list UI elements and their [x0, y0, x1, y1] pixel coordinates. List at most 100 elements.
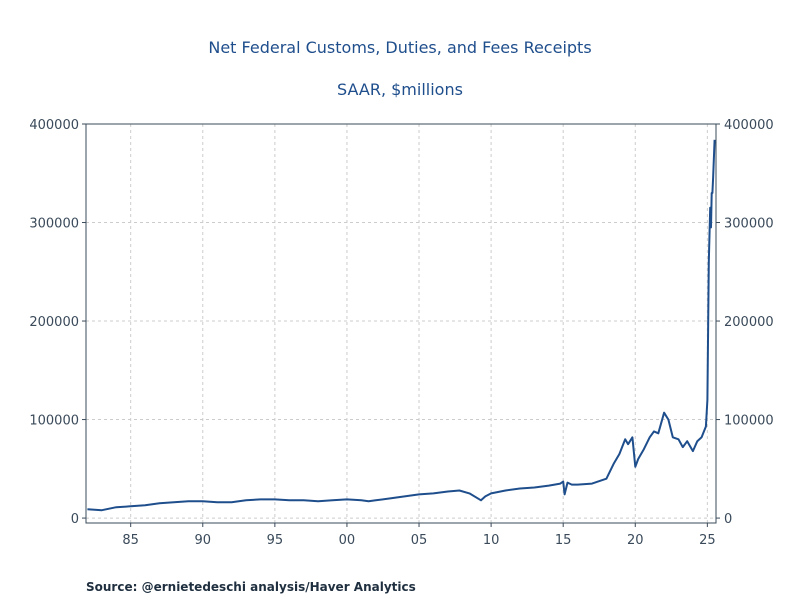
data-point [643, 448, 645, 450]
source-text: @ernietedeschi analysis/Haver Analytics [141, 580, 416, 594]
data-point [346, 498, 348, 500]
x-tick-label: 95 [267, 533, 284, 548]
data-point [144, 504, 146, 506]
data-point [202, 500, 204, 502]
data-point [562, 481, 564, 483]
data-point [259, 498, 261, 500]
data-point [288, 499, 290, 501]
data-point [332, 499, 334, 501]
data-point [711, 192, 713, 194]
data-point [490, 492, 492, 494]
source-label: Source: [86, 580, 138, 594]
x-tick-label: 85 [122, 533, 139, 548]
x-tick-label: 05 [411, 533, 428, 548]
data-point [86, 508, 88, 510]
data-point [591, 483, 593, 485]
data-point [368, 500, 370, 502]
data-point [714, 139, 716, 141]
source-note: Source: @ernietedeschi analysis/Haver An… [86, 580, 416, 594]
data-point [480, 499, 482, 501]
data-point [577, 484, 579, 486]
data-point [418, 493, 420, 495]
y-tick-label-left: 0 [71, 512, 79, 527]
x-tick-label: 15 [555, 533, 572, 548]
data-point [686, 440, 688, 442]
data-point [159, 502, 161, 504]
y-tick-label-right: 200000 [724, 315, 774, 330]
x-tick-label: 90 [195, 533, 212, 548]
data-point [505, 489, 507, 491]
data-point [274, 498, 276, 500]
y-tick-label-left: 400000 [29, 118, 79, 133]
data-point [375, 499, 377, 501]
data-point [663, 412, 665, 414]
grid-lines [86, 123, 716, 523]
data-point [130, 505, 132, 507]
data-point [187, 500, 189, 502]
data-point [447, 490, 449, 492]
data-point [682, 446, 684, 448]
data-point [653, 430, 655, 432]
y-tick-label-right: 300000 [724, 217, 774, 232]
data-point [634, 466, 636, 468]
chart-subtitle: SAAR, $millions [337, 80, 463, 99]
axis-ticks [82, 123, 720, 527]
data-point [303, 499, 305, 501]
data-point [548, 485, 550, 487]
data-point [605, 478, 607, 480]
data-point [709, 207, 711, 209]
data-point [533, 487, 535, 489]
data-point [404, 495, 406, 497]
data-point [317, 500, 319, 502]
data-point [627, 443, 629, 445]
x-tick-label: 20 [627, 533, 644, 548]
data-point [231, 501, 233, 503]
data-point [672, 436, 674, 438]
data-point [706, 399, 708, 401]
data-point [432, 492, 434, 494]
data-point [701, 436, 703, 438]
data-point [101, 509, 103, 511]
y-tick-label-right: 400000 [724, 118, 774, 133]
data-point [637, 458, 639, 460]
x-tick-label: 25 [699, 533, 716, 548]
data-point [618, 453, 620, 455]
data-point [458, 489, 460, 491]
series-layer [86, 139, 716, 512]
data-point [564, 493, 566, 495]
data-point [216, 501, 218, 503]
series-line [87, 139, 716, 512]
data-point [389, 497, 391, 499]
data-point [678, 438, 680, 440]
chart-title: Net Federal Customs, Duties, and Fees Re… [208, 38, 592, 57]
plot-frame [85, 123, 717, 524]
y-tick-label-left: 300000 [29, 217, 79, 232]
data-point [631, 436, 633, 438]
data-point [468, 492, 470, 494]
data-point [710, 226, 712, 228]
data-point [567, 482, 569, 484]
data-point [245, 499, 247, 501]
data-point [613, 463, 615, 465]
data-point [696, 440, 698, 442]
y-tick-label-right: 0 [724, 512, 732, 527]
data-point [360, 499, 362, 501]
data-point [649, 436, 651, 438]
data-point [624, 438, 626, 440]
data-point [657, 432, 659, 434]
data-point [519, 488, 521, 490]
y-tick-label-right: 100000 [724, 414, 774, 429]
x-tick-label: 10 [483, 533, 500, 548]
data-point [173, 501, 175, 503]
data-point [708, 261, 710, 263]
y-tick-label-left: 200000 [29, 315, 79, 330]
data-point [667, 419, 669, 421]
data-point [559, 483, 561, 485]
x-tick-label: 00 [339, 533, 356, 548]
data-point [484, 495, 486, 497]
data-point [712, 177, 714, 179]
data-point [571, 484, 573, 486]
data-point [692, 450, 694, 452]
